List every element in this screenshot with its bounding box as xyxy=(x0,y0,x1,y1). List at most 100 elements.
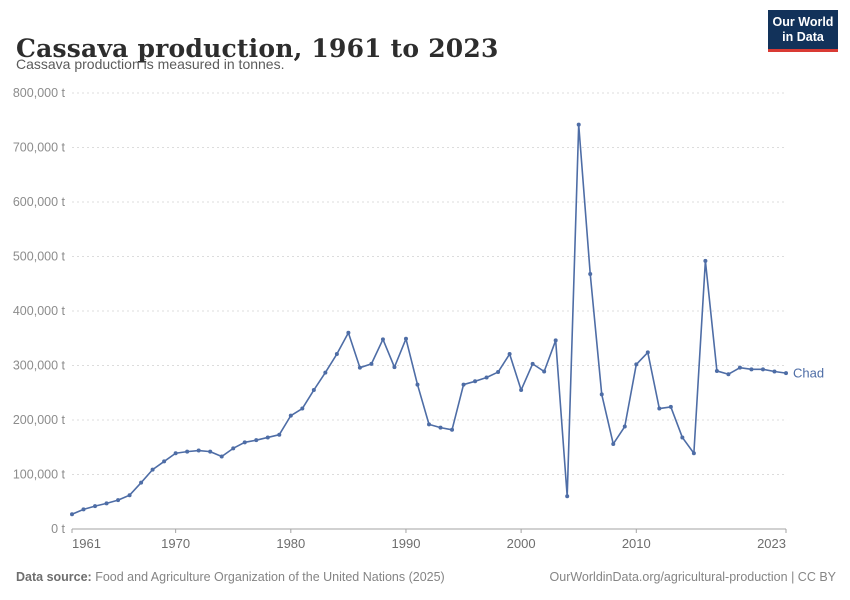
footer-separator: | xyxy=(787,570,798,584)
x-tick-label: 2000 xyxy=(507,536,536,551)
data-point[interactable] xyxy=(726,372,731,377)
y-tick-label: 300,000 t xyxy=(13,359,66,373)
data-point[interactable] xyxy=(772,369,777,374)
y-tick-label: 600,000 t xyxy=(13,195,66,209)
data-point[interactable] xyxy=(150,467,155,472)
data-point[interactable] xyxy=(599,392,604,397)
data-point[interactable] xyxy=(691,451,696,456)
data-point[interactable] xyxy=(703,258,708,263)
data-point[interactable] xyxy=(70,512,74,517)
data-point[interactable] xyxy=(714,368,719,373)
data-point[interactable] xyxy=(231,446,236,451)
data-point[interactable] xyxy=(473,379,478,384)
data-point[interactable] xyxy=(645,350,650,355)
x-tick-label: 1961 xyxy=(72,536,101,551)
data-point[interactable] xyxy=(254,438,259,443)
data-point[interactable] xyxy=(668,404,673,409)
data-point[interactable] xyxy=(680,435,685,440)
x-tick-label: 1980 xyxy=(276,536,305,551)
y-axis-labels: 0 t 100,000 t 200,000 t 300,000 t 400,000 t 5… xyxy=(13,86,66,536)
x-tick-label: 1970 xyxy=(161,536,190,551)
x-tick-label: 1990 xyxy=(392,536,421,551)
data-point[interactable] xyxy=(369,361,374,366)
data-source-label: Data source: xyxy=(16,570,92,584)
data-point[interactable] xyxy=(530,361,535,366)
y-tick-label: 700,000 t xyxy=(13,141,66,155)
data-point[interactable] xyxy=(334,352,339,357)
series-label-chad[interactable]: Chad xyxy=(793,366,824,381)
data-point[interactable] xyxy=(438,425,443,430)
data-point[interactable] xyxy=(173,451,178,456)
data-point[interactable] xyxy=(576,122,581,127)
footer-links: OurWorldinData.org/agricultural-producti… xyxy=(550,570,836,584)
data-point[interactable] xyxy=(277,432,282,437)
data-point[interactable] xyxy=(403,336,408,341)
data-point[interactable] xyxy=(737,365,742,370)
y-gridlines xyxy=(72,92,786,475)
data-point[interactable] xyxy=(162,459,167,464)
data-point[interactable] xyxy=(265,435,270,440)
data-source-note: Data source: Food and Agriculture Organi… xyxy=(16,570,445,584)
owid-logo-line1: Our World xyxy=(772,15,834,29)
data-point[interactable] xyxy=(749,367,754,372)
data-point[interactable] xyxy=(461,382,466,387)
data-point[interactable] xyxy=(611,441,616,446)
data-point[interactable] xyxy=(519,388,524,393)
x-tick-label: 2010 xyxy=(622,536,651,551)
data-point[interactable] xyxy=(392,365,397,370)
page-title: Cassava production, 1961 to 2023 xyxy=(16,33,499,63)
x-axis-labels: 1961 1970 1980 1990 2000 2010 2023 xyxy=(72,536,786,551)
data-point[interactable] xyxy=(450,427,455,432)
data-point[interactable] xyxy=(81,507,86,512)
page-subtitle: Cassava production is measured in tonnes… xyxy=(16,56,285,72)
license-link[interactable]: CC BY xyxy=(797,570,836,584)
data-point[interactable] xyxy=(196,448,201,453)
data-point[interactable] xyxy=(127,493,132,498)
data-point[interactable] xyxy=(288,413,293,418)
data-point[interactable] xyxy=(622,424,627,429)
data-point[interactable] xyxy=(219,454,224,459)
data-point[interactable] xyxy=(311,388,316,393)
data-point[interactable] xyxy=(242,440,247,445)
data-point[interactable] xyxy=(542,369,547,374)
owid-url-link[interactable]: OurWorldinData.org/agricultural-producti… xyxy=(549,570,788,584)
data-point[interactable] xyxy=(300,406,305,411)
data-point[interactable] xyxy=(323,370,328,375)
y-tick-label: 800,000 t xyxy=(13,86,66,100)
data-point[interactable] xyxy=(380,337,385,342)
y-tick-label: 400,000 t xyxy=(13,304,66,318)
x-axis xyxy=(71,528,787,533)
owid-logo-line2: in Data xyxy=(782,29,824,44)
data-point[interactable] xyxy=(784,371,788,376)
y-tick-label: 200,000 t xyxy=(13,413,66,427)
series-chad[interactable]: Chad xyxy=(70,122,824,517)
data-point[interactable] xyxy=(588,271,593,276)
data-point[interactable] xyxy=(116,498,121,503)
series-line[interactable] xyxy=(71,123,787,516)
data-source-text: Food and Agriculture Organization of the… xyxy=(91,570,445,584)
data-point[interactable] xyxy=(565,494,570,499)
data-point[interactable] xyxy=(553,338,558,343)
data-point[interactable] xyxy=(657,406,662,411)
data-point[interactable] xyxy=(139,480,144,485)
owid-logo[interactable]: Our World in Data xyxy=(768,10,838,52)
chart-footer: Data source: Food and Agriculture Organi… xyxy=(16,570,836,584)
y-tick-label: 500,000 t xyxy=(13,250,66,264)
data-point[interactable] xyxy=(357,365,362,370)
data-point[interactable] xyxy=(104,501,109,506)
data-point[interactable] xyxy=(185,449,190,454)
data-point[interactable] xyxy=(507,352,512,357)
data-point[interactable] xyxy=(427,422,431,427)
data-point[interactable] xyxy=(93,504,98,509)
data-point[interactable] xyxy=(346,330,351,335)
data-point[interactable] xyxy=(496,370,501,375)
data-point[interactable] xyxy=(208,449,213,454)
data-point[interactable] xyxy=(484,375,489,380)
y-tick-label: 0 t xyxy=(51,522,65,536)
data-point[interactable] xyxy=(760,367,765,372)
data-point[interactable] xyxy=(415,382,420,387)
x-tick-label: 2023 xyxy=(757,536,786,551)
data-point[interactable] xyxy=(634,362,639,367)
